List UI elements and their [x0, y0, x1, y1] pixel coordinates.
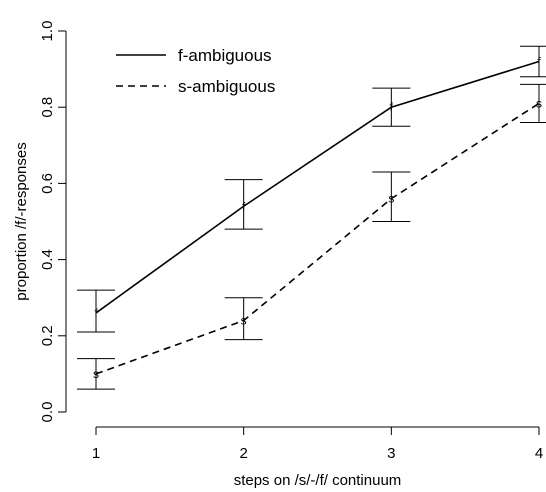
series-line-s-ambiguous	[95, 102, 540, 375]
error-bar	[224, 179, 263, 230]
y-tick-label: 0.0	[39, 402, 56, 423]
data-point-s-ambiguous: s	[93, 367, 99, 381]
data-point-s-ambiguous: s	[536, 96, 542, 110]
y-tick-label: 0.6	[39, 173, 56, 194]
error-bar	[520, 83, 546, 123]
x-tick-label: 2	[239, 445, 247, 462]
series-lines	[95, 60, 540, 375]
y-axis-title: proportion /f/-responses	[13, 142, 30, 300]
y-tick-label: 0.4	[39, 249, 56, 270]
error-bar	[77, 289, 115, 333]
data-point-f-ambiguous: f	[537, 54, 541, 68]
legend: f-ambiguous s-ambiguous	[116, 46, 275, 96]
y-tick-label: 0.2	[39, 325, 56, 346]
data-point-f-ambiguous: f	[94, 306, 98, 320]
data-point-s-ambiguous: s	[241, 314, 247, 328]
x-tick-label: 1	[92, 445, 100, 462]
error-bar	[77, 358, 115, 390]
series-line-f-ambiguous	[95, 60, 540, 314]
data-point-f-ambiguous: f	[242, 199, 246, 213]
error-bar	[224, 297, 263, 341]
legend-label: f-ambiguous	[178, 46, 272, 65]
error-bar	[520, 45, 546, 78]
axes: 0.0 0.2 0.4 0.6 0.8 1.0 1 2 3 4	[39, 21, 543, 462]
x-tick-label: 4	[535, 445, 543, 462]
y-tick-label: 1.0	[39, 21, 56, 42]
x-axis-title: steps on /s/-/f/ continuum	[234, 472, 402, 489]
data-point-f-ambiguous: f	[390, 100, 394, 114]
point-labels: f f f f s s s s	[93, 54, 542, 380]
legend-label: s-ambiguous	[178, 77, 275, 96]
error-bar	[372, 171, 411, 222]
data-point-s-ambiguous: s	[388, 192, 394, 206]
y-tick-label: 0.8	[39, 97, 56, 118]
error-bars	[77, 45, 546, 390]
x-tick-label: 3	[387, 445, 395, 462]
